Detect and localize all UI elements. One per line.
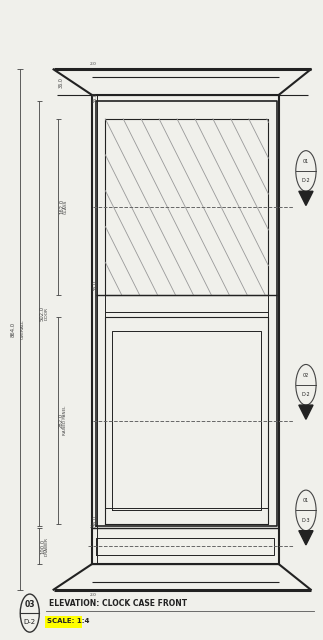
Text: ELEVATION: CLOCK CASE FRONT: ELEVATION: CLOCK CASE FRONT xyxy=(49,599,187,608)
Text: 02: 02 xyxy=(303,372,309,378)
Text: 01: 01 xyxy=(303,498,309,503)
Text: D-2: D-2 xyxy=(302,392,310,397)
Text: 01: 01 xyxy=(303,159,309,164)
Text: 2.0: 2.0 xyxy=(90,525,97,529)
Text: 36.0: 36.0 xyxy=(92,93,97,104)
Text: DOOR: DOOR xyxy=(44,307,48,320)
Text: 03: 03 xyxy=(25,600,35,609)
Text: GLASS: GLASS xyxy=(63,200,67,214)
Text: DRAWER: DRAWER xyxy=(44,537,48,556)
Text: 2.0: 2.0 xyxy=(90,593,97,597)
Text: 282.0: 282.0 xyxy=(59,413,64,428)
Polygon shape xyxy=(299,531,313,545)
Text: 162.0: 162.0 xyxy=(59,199,64,214)
Text: 36.0: 36.0 xyxy=(59,77,64,88)
Text: 502.0: 502.0 xyxy=(40,306,45,321)
Text: 864.0: 864.0 xyxy=(11,322,16,337)
Text: SCALE: 1:4: SCALE: 1:4 xyxy=(47,618,89,625)
Polygon shape xyxy=(299,405,313,419)
FancyBboxPatch shape xyxy=(45,616,82,628)
Text: 100.0: 100.0 xyxy=(40,539,45,554)
Text: D-3: D-3 xyxy=(302,518,310,523)
Text: D-2: D-2 xyxy=(24,619,36,625)
Text: OVERALL: OVERALL xyxy=(21,320,25,339)
Text: RAISED PANEL: RAISED PANEL xyxy=(63,406,67,435)
Text: 36.0: 36.0 xyxy=(92,280,97,291)
Polygon shape xyxy=(299,191,313,205)
Text: 2.0: 2.0 xyxy=(90,62,97,66)
Text: 36.0: 36.0 xyxy=(92,515,97,526)
Text: D-2: D-2 xyxy=(302,178,310,183)
